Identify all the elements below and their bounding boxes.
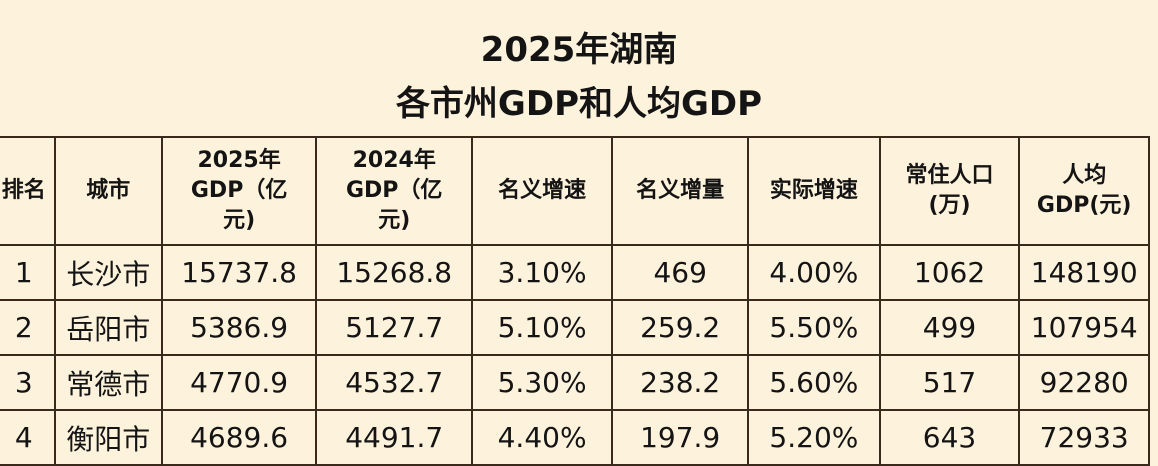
page-title-line2: 各市州GDP和人均GDP [395,84,763,124]
cell-real-growth: 5.50% [747,299,881,356]
header-gdp-per-capita: 人均GDP(元) [1018,136,1150,246]
table-row: 1 长沙市 15737.8 15268.8 3.10% 469 4.00% 10… [0,244,1150,301]
cell-gdp-2024: 4532.7 [315,354,474,411]
cell-rank: 3 [0,354,56,411]
gdp-table: 排名 城市 2025年GDP（亿元) 2024年GDP（亿元) 名义增速 名义增… [0,136,1150,466]
cell-real-growth: 5.60% [747,354,881,411]
cell-nominal-growth: 5.10% [471,299,614,356]
cell-real-growth: 5.20% [747,409,881,466]
cell-real-growth: 4.00% [747,244,881,301]
cell-nominal-increment: 197.9 [611,409,750,466]
cell-gdp-2025: 15737.8 [160,244,318,301]
cell-population: 1062 [878,244,1021,301]
cell-city: 长沙市 [53,244,163,301]
header-city: 城市 [53,136,163,246]
cell-gdp-2024: 15268.8 [315,244,474,301]
header-real-growth: 实际增速 [747,136,881,246]
header-gdp-2024: 2024年GDP（亿元) [315,136,474,246]
header-nominal-increment: 名义增量 [611,136,750,246]
cell-gdp-2024: 4491.7 [315,409,474,466]
cell-gdp-per-capita: 148190 [1018,244,1150,301]
cell-gdp-2024: 5127.7 [315,299,474,356]
table-header-row: 排名 城市 2025年GDP（亿元) 2024年GDP（亿元) 名义增速 名义增… [0,136,1150,246]
cell-nominal-growth: 3.10% [471,244,614,301]
cell-rank: 1 [0,244,56,301]
cell-gdp-per-capita: 92280 [1018,354,1150,411]
cell-gdp-2025: 5386.9 [160,299,318,356]
cell-nominal-growth: 4.40% [471,409,614,466]
table-row: 3 常德市 4770.9 4532.7 5.30% 238.2 5.60% 51… [0,354,1150,411]
cell-city: 常德市 [53,354,163,411]
cell-rank: 2 [0,299,56,356]
header-rank: 排名 [0,136,56,246]
header-nominal-growth: 名义增速 [471,136,614,246]
cell-gdp-2025: 4689.6 [160,409,318,466]
page-title-line1: 2025年湖南 [480,30,678,70]
cell-population: 499 [878,299,1021,356]
header-gdp-2025: 2025年GDP（亿元) [160,136,318,246]
cell-city: 衡阳市 [53,409,163,466]
cell-gdp-per-capita: 107954 [1018,299,1150,356]
cell-city: 岳阳市 [53,299,163,356]
cell-gdp-2025: 4770.9 [160,354,318,411]
cell-nominal-increment: 238.2 [611,354,750,411]
cell-nominal-increment: 259.2 [611,299,750,356]
table-row: 4 衡阳市 4689.6 4491.7 4.40% 197.9 5.20% 64… [0,409,1150,466]
cell-rank: 4 [0,409,56,466]
cell-nominal-increment: 469 [611,244,750,301]
cell-population: 643 [878,409,1021,466]
cell-population: 517 [878,354,1021,411]
cell-nominal-growth: 5.30% [471,354,614,411]
header-population: 常住人口(万) [878,136,1021,246]
table-row: 2 岳阳市 5386.9 5127.7 5.10% 259.2 5.50% 49… [0,299,1150,356]
cell-gdp-per-capita: 72933 [1018,409,1150,466]
